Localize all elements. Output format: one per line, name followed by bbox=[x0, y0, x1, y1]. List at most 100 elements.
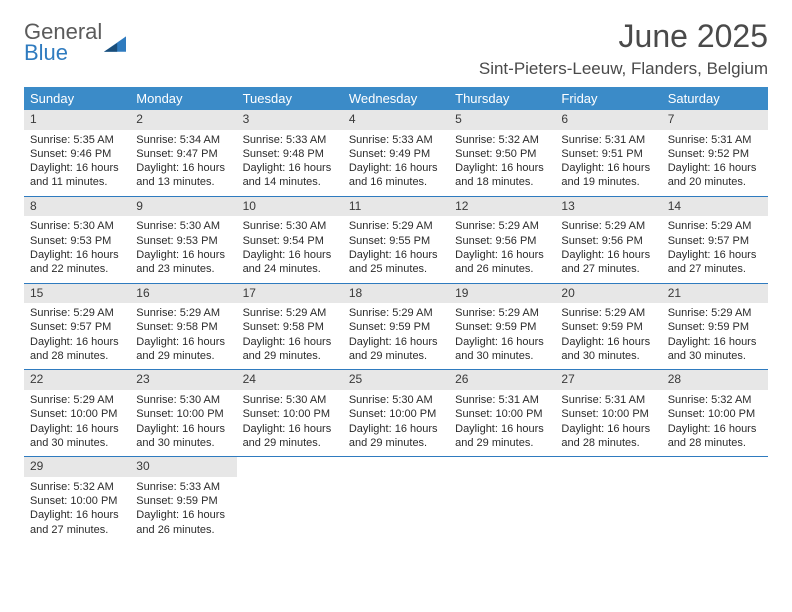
day-number: 15 bbox=[24, 284, 130, 304]
sunrise-line: Sunrise: 5:34 AM bbox=[136, 133, 230, 147]
sunrise-line: Sunrise: 5:29 AM bbox=[455, 306, 549, 320]
daylight-line: Daylight: 16 hours and 27 minutes. bbox=[561, 248, 655, 277]
day-cell: 28Sunrise: 5:32 AMSunset: 10:00 PMDaylig… bbox=[662, 370, 768, 457]
sunset-line: Sunset: 10:00 PM bbox=[30, 407, 124, 421]
empty-cell bbox=[449, 457, 555, 543]
day-cell: 5Sunrise: 5:32 AMSunset: 9:50 PMDaylight… bbox=[449, 110, 555, 196]
sunset-line: Sunset: 9:50 PM bbox=[455, 147, 549, 161]
sunset-line: Sunset: 10:00 PM bbox=[136, 407, 230, 421]
sunset-line: Sunset: 9:46 PM bbox=[30, 147, 124, 161]
day-cell: 18Sunrise: 5:29 AMSunset: 9:59 PMDayligh… bbox=[343, 283, 449, 370]
daylight-line: Daylight: 16 hours and 25 minutes. bbox=[349, 248, 443, 277]
day-cell: 22 Sunrise: 5:29 AMSunset: 10:00 PMDaylig… bbox=[24, 370, 130, 457]
sunset-line: Sunset: 9:55 PM bbox=[349, 234, 443, 248]
day-cell: 17Sunrise: 5:29 AMSunset: 9:58 PMDayligh… bbox=[237, 283, 343, 370]
sunset-line: Sunset: 9:59 PM bbox=[668, 320, 762, 334]
day-number: 27 bbox=[555, 370, 661, 390]
day-number: 3 bbox=[237, 110, 343, 130]
calendar-table: Sunday Monday Tuesday Wednesday Thursday… bbox=[24, 87, 768, 543]
sunrise-line: Sunrise: 5:29 AM bbox=[30, 393, 124, 407]
sunset-line: Sunset: 9:48 PM bbox=[243, 147, 337, 161]
daylight-line: Daylight: 16 hours and 28 minutes. bbox=[561, 422, 655, 451]
empty-cell bbox=[662, 457, 768, 543]
daylight-line: Daylight: 16 hours and 27 minutes. bbox=[30, 508, 124, 537]
daylight-line: Daylight: 16 hours and 30 minutes. bbox=[30, 422, 124, 451]
day-cell: 8Sunrise: 5:30 AMSunset: 9:53 PMDaylight… bbox=[24, 196, 130, 283]
sunset-line: Sunset: 10:00 PM bbox=[561, 407, 655, 421]
day-number: 12 bbox=[449, 197, 555, 217]
dow-sunday: Sunday bbox=[24, 87, 130, 110]
sunrise-line: Sunrise: 5:33 AM bbox=[136, 480, 230, 494]
daylight-line: Daylight: 16 hours and 29 minutes. bbox=[243, 422, 337, 451]
day-cell: 12 Sunrise: 5:29 AMSunset: 9:56 PMDayligh… bbox=[449, 196, 555, 283]
day-cell: 6 Sunrise: 5:31 AMSunset: 9:51 PMDaylight… bbox=[555, 110, 661, 196]
day-number: 23 bbox=[130, 370, 236, 390]
dow-tuesday: Tuesday bbox=[237, 87, 343, 110]
day-number: 22 bbox=[24, 370, 130, 390]
day-number: 5 bbox=[449, 110, 555, 130]
day-cell: 11Sunrise: 5:29 AMSunset: 9:55 PMDayligh… bbox=[343, 196, 449, 283]
day-number: 21 bbox=[662, 284, 768, 304]
sunset-line: Sunset: 9:59 PM bbox=[455, 320, 549, 334]
day-cell: 29Sunrise: 5:32 AMSunset: 10:00 PMDaylig… bbox=[24, 457, 130, 543]
sunset-line: Sunset: 9:53 PM bbox=[30, 234, 124, 248]
week-row: 8Sunrise: 5:30 AMSunset: 9:53 PMDaylight… bbox=[24, 196, 768, 283]
day-cell: 26Sunrise: 5:31 AMSunset: 10:00 PMDaylig… bbox=[449, 370, 555, 457]
day-number: 1 bbox=[24, 110, 130, 130]
sunset-line: Sunset: 10:00 PM bbox=[243, 407, 337, 421]
day-number: 25 bbox=[343, 370, 449, 390]
logo-text-2: Blue bbox=[24, 43, 102, 64]
week-row: 29Sunrise: 5:32 AMSunset: 10:00 PMDaylig… bbox=[24, 457, 768, 543]
sunset-line: Sunset: 9:56 PM bbox=[455, 234, 549, 248]
day-cell: 21Sunrise: 5:29 AMSunset: 9:59 PMDayligh… bbox=[662, 283, 768, 370]
daylight-line: Daylight: 16 hours and 16 minutes. bbox=[349, 161, 443, 190]
day-cell: 16Sunrise: 5:29 AMSunset: 9:58 PMDayligh… bbox=[130, 283, 236, 370]
day-number: 24 bbox=[237, 370, 343, 390]
sunset-line: Sunset: 9:51 PM bbox=[561, 147, 655, 161]
day-number: 13 bbox=[555, 197, 661, 217]
dow-header-row: Sunday Monday Tuesday Wednesday Thursday… bbox=[24, 87, 768, 110]
day-cell: 19 Sunrise: 5:29 AMSunset: 9:59 PMDayligh… bbox=[449, 283, 555, 370]
day-number: 19 bbox=[449, 284, 555, 304]
day-number: 26 bbox=[449, 370, 555, 390]
dow-wednesday: Wednesday bbox=[343, 87, 449, 110]
sunrise-line: Sunrise: 5:31 AM bbox=[668, 133, 762, 147]
day-number: 16 bbox=[130, 284, 236, 304]
logo-triangle-icon bbox=[104, 32, 126, 54]
day-cell: 10Sunrise: 5:30 AMSunset: 9:54 PMDayligh… bbox=[237, 196, 343, 283]
day-number: 29 bbox=[24, 457, 130, 477]
daylight-line: Daylight: 16 hours and 29 minutes. bbox=[349, 422, 443, 451]
day-number: 4 bbox=[343, 110, 449, 130]
dow-thursday: Thursday bbox=[449, 87, 555, 110]
header: General Blue June 2025 Sint-Pieters-Leeu… bbox=[24, 18, 768, 79]
daylight-line: Daylight: 16 hours and 26 minutes. bbox=[455, 248, 549, 277]
empty-cell bbox=[237, 457, 343, 543]
day-number: 10 bbox=[237, 197, 343, 217]
sunrise-line: Sunrise: 5:31 AM bbox=[561, 133, 655, 147]
sunset-line: Sunset: 9:59 PM bbox=[561, 320, 655, 334]
day-cell: 15Sunrise: 5:29 AMSunset: 9:57 PMDayligh… bbox=[24, 283, 130, 370]
sunset-line: Sunset: 9:58 PM bbox=[136, 320, 230, 334]
day-number: 6 bbox=[555, 110, 661, 130]
sunrise-line: Sunrise: 5:32 AM bbox=[668, 393, 762, 407]
daylight-line: Daylight: 16 hours and 28 minutes. bbox=[30, 335, 124, 364]
daylight-line: Daylight: 16 hours and 28 minutes. bbox=[668, 422, 762, 451]
sunset-line: Sunset: 10:00 PM bbox=[30, 494, 124, 508]
day-number: 17 bbox=[237, 284, 343, 304]
daylight-line: Daylight: 16 hours and 30 minutes. bbox=[455, 335, 549, 364]
sunrise-line: Sunrise: 5:29 AM bbox=[136, 306, 230, 320]
empty-cell bbox=[343, 457, 449, 543]
day-cell: 14Sunrise: 5:29 AMSunset: 9:57 PMDayligh… bbox=[662, 196, 768, 283]
day-cell: 3Sunrise: 5:33 AMSunset: 9:48 PMDaylight… bbox=[237, 110, 343, 196]
day-number: 30 bbox=[130, 457, 236, 477]
daylight-line: Daylight: 16 hours and 29 minutes. bbox=[349, 335, 443, 364]
daylight-line: Daylight: 16 hours and 26 minutes. bbox=[136, 508, 230, 537]
logo: General Blue bbox=[24, 18, 126, 64]
day-number: 9 bbox=[130, 197, 236, 217]
day-cell: 7Sunrise: 5:31 AMSunset: 9:52 PMDaylight… bbox=[662, 110, 768, 196]
daylight-line: Daylight: 16 hours and 19 minutes. bbox=[561, 161, 655, 190]
sunrise-line: Sunrise: 5:29 AM bbox=[455, 219, 549, 233]
week-row: 22Sunrise: 5:29 AMSunset: 10:00 PMDaylig… bbox=[24, 370, 768, 457]
sunset-line: Sunset: 9:49 PM bbox=[349, 147, 443, 161]
day-number: 14 bbox=[662, 197, 768, 217]
